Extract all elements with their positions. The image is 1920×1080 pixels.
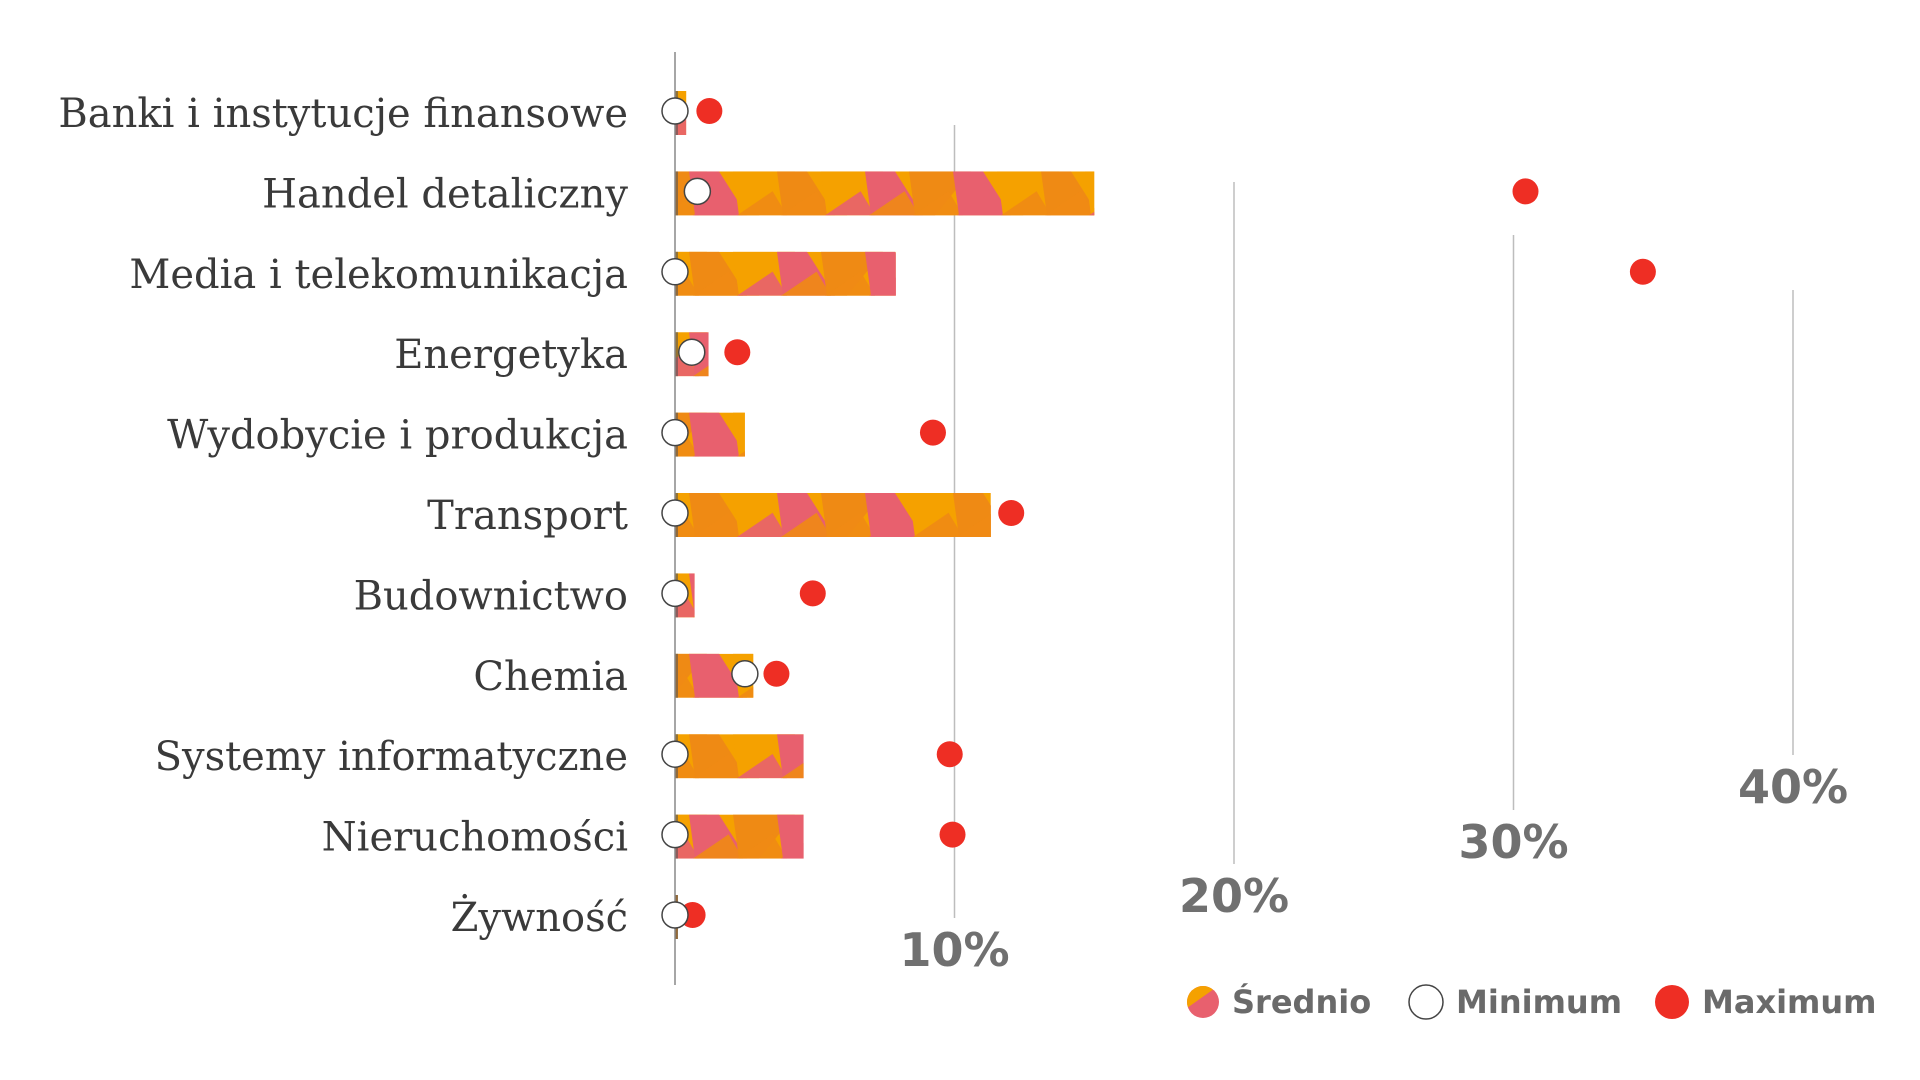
- marker-minimum-media-i-telekomunikacja: [661, 258, 689, 286]
- marker-minimum-chemia: [731, 660, 759, 688]
- legend-minimum-swatch: [1408, 984, 1444, 1020]
- x-tick-labels: 10% 20% 30% 40%: [899, 760, 1848, 977]
- category-label-media-i-telekomunikacja: Media i telekomunikacja: [129, 252, 628, 298]
- marker-maximum-nieruchomosci: [939, 821, 966, 848]
- bar-average-energetyka: [675, 332, 709, 377]
- marker-minimum-transport: [661, 499, 689, 527]
- marker-maximum-handel-detaliczny: [1512, 178, 1539, 205]
- marker-maximum-chemia: [763, 660, 790, 687]
- bar-average-banki-i-instytucje-finansowe: [675, 91, 687, 135]
- marker-minimum-banki-i-instytucje-finansowe: [661, 97, 689, 125]
- marker-minimum-nieruchomosci: [661, 820, 689, 849]
- category-labels: Banki i instytucje finansowe Handel detal…: [58, 91, 628, 941]
- marker-minimum-energetyka: [678, 338, 706, 366]
- category-label-chemia: Chemia: [473, 654, 628, 700]
- legend-item-maximum: Maximum: [1655, 983, 1877, 1021]
- marker-minimum-zywnosc: [661, 901, 689, 929]
- marker-maximum-transport: [998, 500, 1025, 526]
- marker-maximum-systemy-informatyczne: [936, 741, 963, 768]
- legend-label-minimum: Minimum: [1456, 983, 1622, 1021]
- category-label-nieruchomosci: Nieruchomości: [322, 815, 628, 861]
- marker-minimum-budownictwo: [661, 579, 689, 608]
- legend: Średnio Minimum Maximum: [1187, 982, 1877, 1021]
- category-label-energetyka: Energetyka: [394, 332, 628, 378]
- category-label-systemy-informatyczne: Systemy informatyczne: [155, 734, 628, 780]
- marker-minimum-wydobycie-i-produkcja: [661, 418, 689, 447]
- legend-item-minimum: Minimum: [1408, 983, 1622, 1021]
- category-label-banki-i-instytucje-finansowe: Banki i instytucje finansowe: [58, 91, 628, 137]
- marker-minimum-systemy-informatyczne: [661, 740, 689, 768]
- min-max-markers: [661, 97, 1656, 929]
- marker-maximum-banki-i-instytucje-finansowe: [696, 98, 723, 124]
- legend-label-maximum: Maximum: [1702, 983, 1877, 1021]
- legend-maximum-swatch: [1655, 985, 1689, 1019]
- bar-average-chemia: [675, 653, 754, 698]
- marker-maximum-budownictwo: [799, 580, 826, 607]
- x-tick-label: 30%: [1458, 815, 1568, 869]
- legend-average-swatch-top: [1187, 986, 1219, 1008]
- category-label-zywnosc: Żywność: [451, 894, 628, 941]
- category-label-transport: Transport: [427, 493, 628, 539]
- marker-maximum-media-i-telekomunikacja: [1629, 258, 1656, 285]
- marker-minimum-handel-detaliczny: [683, 177, 712, 206]
- category-label-wydobycie-i-produkcja: Wydobycie i produkcja: [167, 413, 628, 459]
- gridlines: [953, 125, 1794, 918]
- legend-label-average: Średnio: [1232, 982, 1371, 1021]
- category-label-handel-detaliczny: Handel detaliczny: [262, 171, 628, 217]
- x-tick-label: 10%: [899, 923, 1009, 977]
- x-tick-label: 20%: [1179, 869, 1289, 923]
- average-bars: [675, 91, 1095, 939]
- bar-average-media-i-telekomunikacja: [675, 251, 896, 296]
- category-label-budownictwo: Budownictwo: [354, 573, 628, 619]
- x-tick-label: 40%: [1738, 760, 1848, 814]
- bar-average-handel-detaliczny: [675, 171, 1095, 216]
- legend-item-average: Średnio: [1187, 982, 1371, 1021]
- marker-maximum-wydobycie-i-produkcja: [919, 419, 946, 446]
- bar-average-transport: [675, 493, 991, 537]
- marker-maximum-energetyka: [724, 339, 751, 366]
